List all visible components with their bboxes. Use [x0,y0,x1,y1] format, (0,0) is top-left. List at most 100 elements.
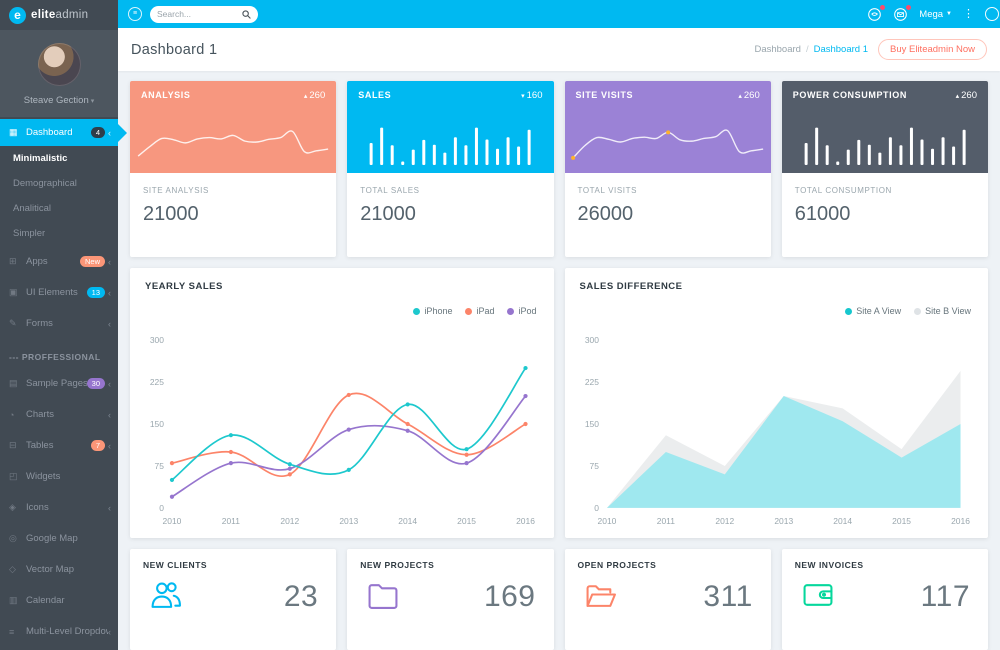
sidebar-item-label: Minimalistic [13,153,68,164]
legend-dot-icon [465,307,473,315]
page-title: Dashboard 1 [131,41,218,58]
trend-up-icon: ▴ [303,93,308,100]
legend-item[interactable]: Site B View [914,306,971,316]
svg-text:300: 300 [584,335,598,345]
svg-text:2016: 2016 [951,516,970,526]
vector-map-icon: ◇ [9,564,16,574]
sidebar-item-simpler[interactable]: Simpler [0,221,118,246]
legend-item[interactable]: iPhone [413,306,452,316]
sidebar: e eliteadmin Steave Gection ▦Dashboard4‹… [0,0,127,650]
svg-text:225: 225 [584,377,598,387]
sidebar-item-label: Vector Map [26,564,75,575]
trend-down-icon: ▾ [521,93,525,100]
logo-text: eliteadmin [31,9,89,21]
svg-text:2015: 2015 [892,516,911,526]
sidebar-item-google-map[interactable]: ◎ Google Map [0,523,118,554]
svg-text:2016: 2016 [516,516,535,526]
trend-value: ▴ 260 [955,90,977,101]
sidebar-item-icons[interactable]: ◈ Icons ‹ [0,492,118,523]
sidebar-item-label: Widgets [26,471,61,482]
forms-icon: ✎ [9,318,17,328]
new-projects-card: NEW PROJECTS 169 [347,549,554,650]
svg-text:2015: 2015 [457,516,476,526]
sidebar-item-calendar[interactable]: ▥ Calendar [0,585,118,616]
trend-up-icon: ▴ [738,93,742,100]
sidebar-item-forms[interactable]: ✎ Forms ‹ [0,308,118,339]
sidebar-item-widgets[interactable]: ◰ Widgets [0,461,118,492]
sidebar-item-label: Charts [26,409,54,420]
legend-label: iPad [476,306,495,316]
sidebar-item-vector-map[interactable]: ◇ Vector Map [0,554,118,585]
stat-card-site-visits: SITE VISITS ▴ 260 TOTAL VISITS 26000 [564,81,771,257]
svg-text:75: 75 [155,461,165,471]
buy-eliteadmin-button[interactable]: Buy Eliteadmin Now [877,39,987,60]
search-input[interactable] [157,9,238,19]
sidebar-item-tables[interactable]: ⊟ Tables 7 ‹ [0,430,118,461]
logo-icon: e [9,6,26,24]
user-avatar[interactable] [37,43,81,86]
legend-label: Site A View [856,306,902,316]
logo[interactable]: e eliteadmin [0,0,118,30]
chat-icon[interactable] [867,4,886,22]
legend-dot-icon [845,307,853,315]
sidebar-item-sample-pages[interactable]: ▤ Sample Pages 30 ‹ [0,368,118,399]
mega-dropdown[interactable]: Mega ▼ [919,8,952,20]
sidebar-item-label: UI Elements [26,287,78,298]
sidebar-item-label: Calendar [26,595,65,606]
sidebar-toggle-icon[interactable]: ≡ [128,7,142,21]
email-icon[interactable] [893,4,912,22]
svg-text:75: 75 [589,461,599,471]
user-profile: Steave Gection [0,30,118,117]
widgets-icon: ◰ [9,471,18,481]
svg-text:2011: 2011 [222,516,241,526]
stat-label: TOTAL VISITS [577,186,638,195]
sidebar-item-label: Forms [26,318,53,329]
more-menu-icon[interactable]: ⋮ [963,7,974,20]
legend-item[interactable]: iPod [507,306,537,316]
dashboard-icon: ▦ [9,127,18,137]
settings-icon[interactable] [985,7,999,21]
sidebar-item-minimalistic[interactable]: Minimalistic [0,146,118,171]
stat-title: POWER CONSUMPTION [792,90,907,100]
sidebar-item-ui-elements[interactable]: ▣ UI Elements 13 ‹ [0,277,118,308]
legend-label: Site B View [925,306,971,316]
new-clients-card: NEW CLIENTS 23 [130,549,337,650]
sidebar-item-charts[interactable]: ◔ Charts ‹ [0,399,118,430]
sales-difference-legend: Site A View Site B View [845,306,971,316]
summary-label: NEW INVOICES [794,560,864,570]
sidebar-item-label: Apps [26,256,48,267]
sidebar-item-analitical[interactable]: Analitical [0,196,118,221]
svg-text:2011: 2011 [656,516,675,526]
power-sparkbar-chart [804,127,966,165]
stat-label: TOTAL SALES [360,186,420,195]
sidebar-item-label: Tables [26,440,54,451]
sidebar-item-label: Demographical [13,178,77,189]
charts-row: YEARLY SALES iPhone iPad iPod 0 75 150 225 300… [130,268,988,538]
breadcrumb-current: Dashboard 1 [813,44,868,55]
stat-value: 26000 [577,203,634,225]
multi-level-dropdown-icon: ≡ [9,626,15,637]
new-invoices-card: NEW INVOICES 117 [781,549,988,650]
sidebar-item-multi-level-dropdown[interactable]: ≡ Multi-Level Dropdown‹ [0,616,118,647]
sidebar-item-dashboard[interactable]: ▦ Dashboard 4 ‹ [0,119,127,146]
sidebar-item-label: Simpler [13,228,46,239]
badge: New [79,255,105,268]
user-name-dropdown[interactable]: Steave Gection [0,95,118,106]
badge: 30 [86,377,105,390]
wallet-icon [800,579,836,615]
summary-value: 311 [703,580,753,613]
sidebar-item-apps[interactable]: ⊞ Apps New ‹ [0,246,118,277]
page-header: Dashboard 1 Dashboard / Dashboard 1 Buy … [118,28,1000,71]
trend-up-icon: ▴ [955,93,960,100]
breadcrumb-root[interactable]: Dashboard [754,44,801,55]
summary-row: NEW CLIENTS 23 NEW PROJECTS [130,549,988,650]
svg-text:2013: 2013 [774,516,793,526]
stat-label: TOTAL CONSUMPTION [794,186,892,195]
search-icon[interactable] [242,9,251,19]
stat-label: SITE ANALYSIS [143,186,209,195]
legend-item[interactable]: iPad [465,306,494,316]
stat-value: 61000 [794,203,851,225]
legend-item[interactable]: Site A View [845,306,901,316]
sidebar-item-demographical[interactable]: Demographical [0,171,118,196]
search-box [150,5,258,23]
